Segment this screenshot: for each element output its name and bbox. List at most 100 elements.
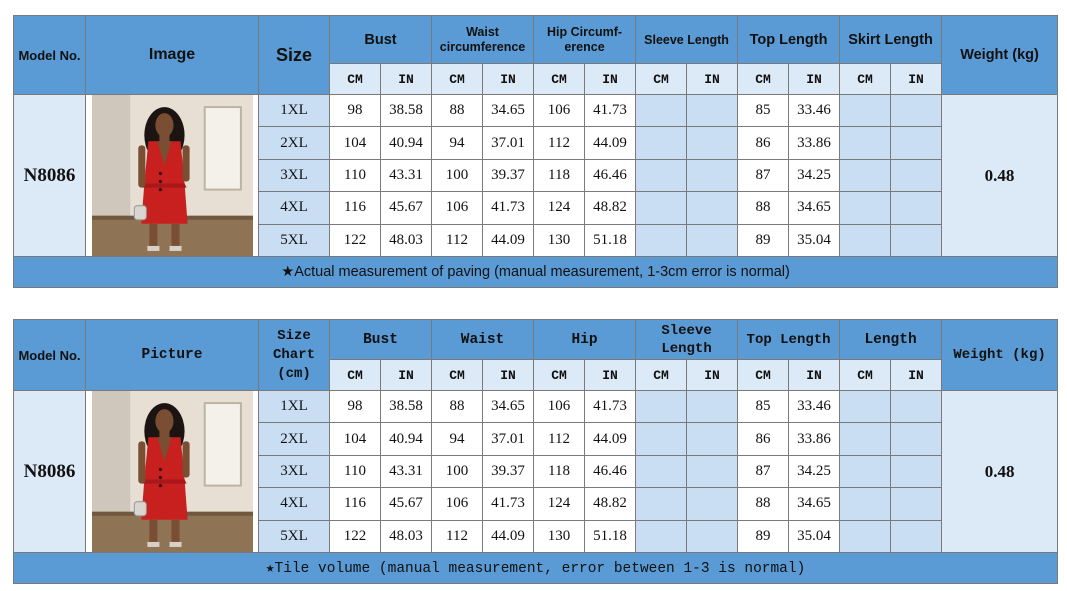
size-cell: 4XL [258, 487, 330, 521]
measurement-note: ★Tile volume (manual measurement, error … [12, 552, 1059, 584]
skirt-cm-unit: CM [839, 63, 892, 95]
weight-header: Weight (kg) [941, 319, 1059, 391]
image-header: Image [85, 15, 259, 95]
skirt-in-unit: IN [890, 63, 943, 95]
top-cm-cell: 89 [737, 223, 790, 258]
top-cm-cell: 86 [737, 422, 790, 456]
skirt-cm-cell [839, 93, 892, 128]
bust-cm-unit: CM [329, 63, 381, 95]
hip-in-cell: 46.46 [584, 454, 637, 489]
bust-cm-cell: 110 [329, 158, 381, 193]
bust-in-cell: 43.31 [380, 454, 432, 489]
length-cm-cell [839, 454, 892, 489]
picture-header: Picture [85, 319, 259, 391]
skirt-in-cell [890, 158, 943, 193]
product-photo-cell [85, 390, 259, 553]
top-in-cell: 33.86 [788, 126, 841, 160]
sleeve-in-cell [686, 223, 739, 258]
top-cm-cell: 88 [737, 487, 790, 521]
waist-cm-cell: 94 [431, 126, 484, 160]
waist-in-cell: 44.09 [481, 519, 535, 554]
sleeve-header-line1: Sleeve [661, 322, 712, 339]
hip-in-cell: 48.82 [584, 487, 637, 521]
top-length-header: Top Length [737, 319, 841, 360]
sleeve-in-cell [686, 454, 739, 489]
waist-in-unit: IN [481, 359, 535, 391]
sleeve-in-cell [686, 126, 739, 160]
weight-value: 0.48 [941, 390, 1059, 553]
model-number-header: Model No. [13, 15, 86, 95]
waist-header: Waist circumference [431, 15, 535, 64]
waist-cm-cell: 112 [431, 519, 483, 554]
size-cell: 1XL [258, 93, 330, 128]
bust-cm-cell: 104 [329, 422, 381, 456]
sleeve-cm-cell [635, 223, 688, 258]
length-cm-cell [839, 422, 892, 456]
hip-cm-cell: 118 [533, 454, 586, 489]
top-in-cell: 33.46 [788, 389, 841, 424]
size-cell: 5XL [258, 519, 330, 554]
sleeve-cm-unit: CM [635, 359, 688, 391]
sleeve-in-cell [686, 519, 739, 554]
bust-cm-cell: 116 [329, 487, 381, 521]
length-in-cell [890, 454, 943, 489]
size-header-line1: Size [277, 327, 311, 344]
size-cell: 3XL [258, 454, 330, 489]
length-header: Length [839, 319, 943, 360]
sleeve-in-cell [686, 191, 739, 225]
top-in-cell: 35.04 [788, 519, 841, 554]
waist-in-cell: 37.01 [482, 126, 535, 160]
size-cell: 5XL [258, 223, 330, 258]
hip-in-cell: 48.82 [584, 191, 637, 225]
length-cm-cell [839, 487, 892, 521]
bust-header: Bust [328, 15, 433, 64]
hip-cm-cell: 118 [533, 158, 586, 193]
product-photo-cell [85, 94, 259, 257]
size-header: Size [258, 15, 330, 95]
top-in-cell: 34.65 [788, 191, 841, 225]
size-chart-table-1: Model No. Image Size Bust Waist circumfer… [12, 15, 1059, 288]
sleeve-cm-cell [635, 519, 688, 554]
bust-in-cell: 48.03 [380, 519, 432, 554]
table-row: 5XL 122 48.03 112 44.09 130 51.18 89 35.… [14, 223, 1058, 258]
top-cm-unit: CM [737, 359, 790, 391]
top-in-unit: IN [788, 63, 841, 95]
size-cell: 2XL [258, 422, 330, 456]
skirt-cm-cell [839, 191, 892, 225]
skirt-in-cell [890, 93, 943, 128]
size-cell: 3XL [258, 158, 330, 193]
size-header-line2: Chart [272, 346, 315, 363]
hip-cm-cell: 124 [533, 191, 586, 225]
hip-in-cell: 41.73 [584, 389, 637, 424]
sleeve-cm-cell [635, 93, 688, 128]
waist-cm-unit: CM [431, 63, 484, 95]
bust-cm-cell: 122 [329, 223, 381, 258]
bust-cm-cell: 116 [329, 191, 381, 225]
sleeve-cm-cell [635, 389, 688, 424]
size-cell: 2XL [258, 126, 330, 160]
hip-in-cell: 44.09 [584, 126, 637, 160]
length-in-cell [890, 519, 943, 554]
hip-cm-unit: CM [533, 359, 586, 391]
sleeve-cm-cell [635, 454, 688, 489]
table-row: 2XL 104 40.94 94 37.01 112 44.09 86 33.8… [14, 126, 1058, 160]
sleeve-in-cell [686, 389, 739, 424]
waist-in-cell: 41.73 [482, 191, 535, 225]
length-cm-cell [839, 389, 892, 424]
top-length-header: Top Length [737, 15, 841, 64]
bust-cm-cell: 122 [329, 519, 381, 554]
top-in-cell: 34.25 [788, 158, 841, 193]
sleeve-cm-cell [635, 158, 688, 193]
hip-cm-unit: CM [533, 63, 586, 95]
sleeve-cm-unit: CM [635, 63, 688, 95]
bust-cm-cell: 104 [329, 126, 381, 160]
hip-cm-cell: 106 [533, 93, 586, 128]
bust-cm-cell: 98 [329, 93, 381, 128]
model-number-header: Model No. [13, 319, 86, 391]
hip-in-cell: 44.09 [584, 422, 637, 456]
waist-in-unit: IN [482, 63, 535, 95]
length-in-unit: IN [890, 359, 943, 391]
waist-in-cell: 34.65 [481, 389, 535, 424]
hip-in-unit: IN [584, 63, 637, 95]
waist-header-line1: Waist [466, 24, 499, 39]
